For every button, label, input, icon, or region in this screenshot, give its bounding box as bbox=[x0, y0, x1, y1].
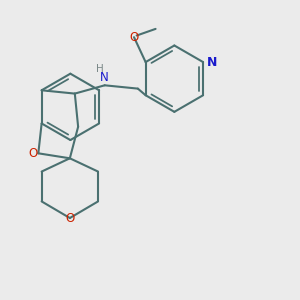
Text: O: O bbox=[29, 147, 38, 160]
Text: H: H bbox=[96, 64, 104, 74]
Text: N: N bbox=[100, 70, 109, 84]
Text: N: N bbox=[206, 56, 217, 69]
Text: O: O bbox=[65, 212, 74, 224]
Text: O: O bbox=[129, 31, 139, 44]
